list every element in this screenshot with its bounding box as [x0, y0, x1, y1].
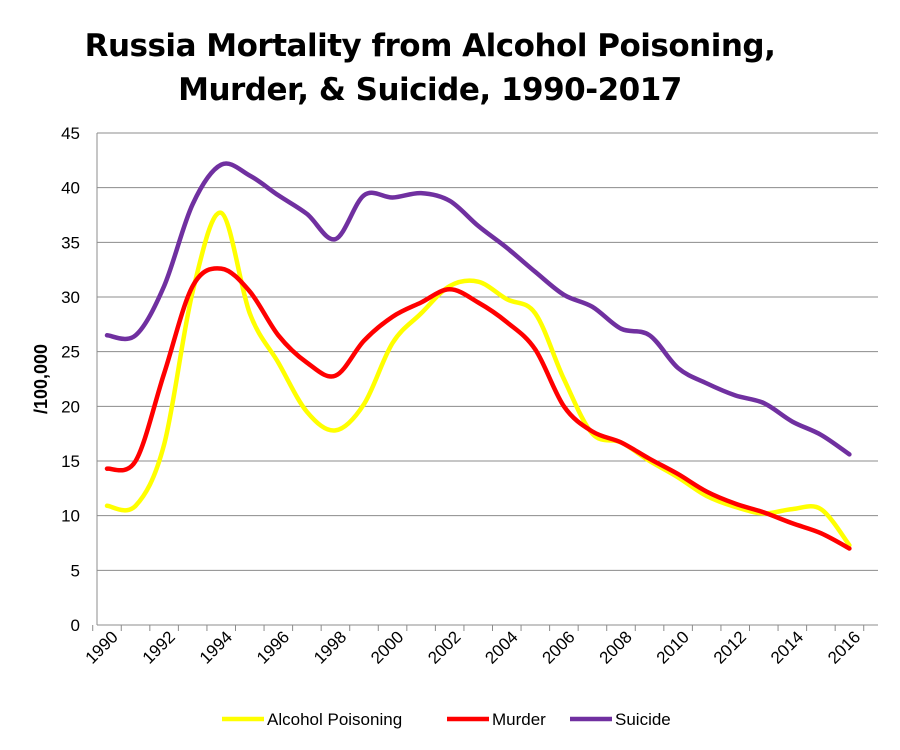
y-axis-label: /100,000 [31, 344, 51, 414]
x-tick-label: 2014 [767, 627, 807, 667]
y-tick-label: 25 [61, 343, 80, 362]
y-tick-label: 15 [61, 452, 80, 471]
x-tick-label: 1994 [196, 627, 236, 667]
x-tick-label: 1996 [253, 627, 293, 667]
series-line-murder [104, 266, 852, 551]
x-tick-label: 2006 [539, 627, 579, 667]
legend-label: Alcohol Poisoning [267, 710, 402, 729]
x-tick-label: 1998 [310, 627, 350, 667]
x-tick-label: 2016 [824, 627, 864, 667]
x-tick-label: 2012 [710, 627, 750, 667]
y-tick-label: 35 [61, 233, 80, 252]
x-tick-label: 1992 [139, 627, 179, 667]
x-tick-label: 2000 [367, 627, 407, 667]
y-tick-label: 0 [71, 616, 80, 635]
series-line-alcohol-poisoning [104, 210, 852, 548]
y-tick-label: 20 [61, 397, 80, 416]
legend-label: Murder [492, 710, 546, 729]
y-tick-label: 10 [61, 507, 80, 526]
series-line-suicide [104, 161, 852, 457]
chart-title-line-2: Murder, & Suicide, 1990-2017 [178, 72, 682, 108]
x-tick-label: 2008 [596, 627, 636, 667]
y-tick-label: 30 [61, 288, 80, 307]
chart-title: Russia Mortality from Alcohol Poisoning, [84, 28, 776, 64]
x-tick-label: 2004 [481, 627, 521, 667]
legend-label: Suicide [615, 710, 671, 729]
y-tick-label: 45 [61, 124, 80, 143]
y-tick-label: 5 [71, 561, 80, 580]
x-tick-label: 1990 [82, 627, 122, 667]
x-tick-label: 2002 [424, 627, 464, 667]
x-tick-label: 2010 [653, 627, 693, 667]
y-tick-label: 40 [61, 179, 80, 198]
